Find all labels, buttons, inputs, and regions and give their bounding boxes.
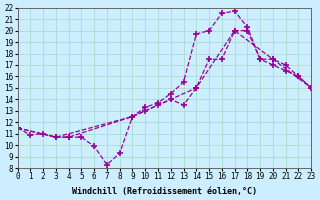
X-axis label: Windchill (Refroidissement éolien,°C): Windchill (Refroidissement éolien,°C) <box>72 187 257 196</box>
